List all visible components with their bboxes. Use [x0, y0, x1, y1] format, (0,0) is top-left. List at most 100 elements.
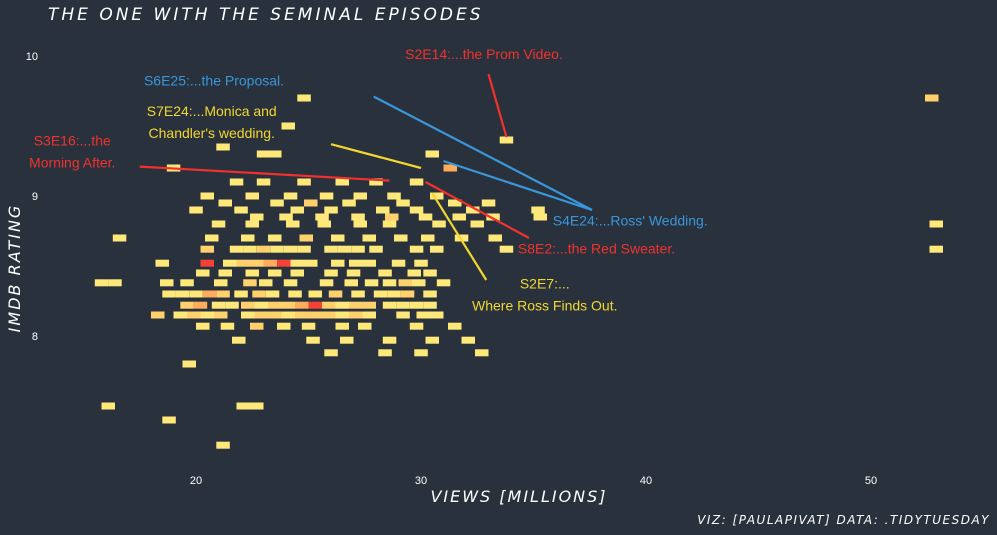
heatmap-cell — [279, 213, 293, 221]
annotation-line — [373, 95, 593, 211]
heatmap-cell — [254, 311, 268, 319]
heatmap-cell — [283, 245, 298, 253]
heatmap-cell — [349, 311, 363, 319]
heatmap-cell — [196, 322, 210, 330]
heatmap-cell — [214, 279, 228, 287]
heatmap-cell — [317, 220, 331, 228]
heatmap-cell — [277, 322, 291, 330]
heatmap-cell — [214, 311, 228, 319]
heatmap-cell — [218, 199, 232, 207]
heatmap-cell — [301, 322, 316, 330]
heatmap-cell — [421, 234, 435, 242]
heatmap-cell — [200, 245, 214, 253]
heatmap-cell — [466, 206, 480, 214]
heatmap-cell — [430, 192, 444, 200]
heatmap-cell — [297, 245, 311, 253]
heatmap-cell — [443, 164, 457, 172]
heatmap-cell — [189, 290, 203, 298]
heatmap-cell — [342, 199, 356, 207]
heatmap-cell — [324, 206, 338, 214]
heatmap-cell — [351, 290, 365, 298]
annotation-lines — [139, 73, 593, 281]
heatmap-cell — [299, 234, 313, 242]
annotation-line — [443, 159, 593, 212]
heatmap-cell — [407, 269, 421, 277]
heatmap-cell — [268, 269, 282, 277]
annotation-label: S6E25:...the Proposal. — [144, 72, 284, 88]
annotation-line — [431, 192, 488, 281]
x-tick-label: 30 — [415, 475, 427, 487]
heatmap-cell — [353, 220, 367, 228]
heatmap-cell — [425, 150, 439, 158]
heatmap-cell — [409, 206, 424, 214]
heatmap-cell — [263, 259, 277, 267]
y-axis-ticks: 8 9 10 — [26, 51, 38, 343]
heatmap-cell — [268, 150, 282, 158]
heatmap-cell — [160, 279, 174, 287]
heatmap-cell — [324, 269, 338, 277]
heatmap-cell — [351, 245, 365, 253]
heatmap-cell — [250, 213, 264, 221]
annotation-labels: S2E14:...the Prom Video. S6E25:...the Pro… — [29, 46, 708, 314]
heatmap-cell — [252, 290, 266, 298]
heatmap-cell — [256, 245, 271, 253]
heatmap-cell — [241, 301, 255, 309]
heatmap-cell — [335, 311, 349, 319]
heatmap-cell — [362, 311, 376, 319]
heatmap-cell — [243, 279, 257, 287]
heatmap-cell — [416, 311, 430, 319]
y-axis-title: IMDB RATING — [5, 204, 24, 333]
heatmap-cell — [452, 213, 466, 221]
heatmap-cell — [373, 290, 388, 298]
heatmap-cell — [430, 245, 444, 253]
heatmap-cell — [193, 301, 208, 309]
heatmap-cell — [112, 234, 127, 242]
heatmap-cell — [175, 290, 190, 298]
heatmap-cell — [290, 269, 304, 277]
heatmap-cell — [308, 290, 322, 298]
heatmap-cell — [155, 259, 169, 267]
heatmap-cell — [259, 279, 273, 287]
heatmap-cell — [331, 234, 345, 242]
heatmap-cell — [533, 213, 547, 221]
annotation-label: S4E24:...Ross' Wedding. — [553, 212, 708, 228]
annotation-line — [424, 181, 530, 239]
heatmap-cell — [324, 245, 338, 253]
heatmap-cell — [243, 245, 257, 253]
heatmap-cell — [362, 259, 376, 267]
heatmap-cell — [430, 311, 444, 319]
heatmap-cell — [297, 178, 311, 186]
heatmap-cell — [378, 269, 392, 277]
heatmap-cell — [256, 178, 271, 186]
heatmap-cell — [351, 213, 365, 221]
heatmap-cell — [295, 301, 309, 309]
heatmap-cell — [250, 322, 264, 330]
heatmap-cell — [414, 259, 428, 267]
heatmap-cell — [151, 311, 165, 319]
heatmap-cell — [216, 441, 230, 449]
annotation-label: S3E16:...the — [34, 133, 111, 149]
heatmap-cell — [308, 301, 322, 309]
heatmap-cell — [418, 213, 433, 221]
heatmap-cell — [499, 136, 514, 144]
heatmap-cell — [236, 259, 250, 267]
heatmap-cell — [216, 290, 230, 298]
y-tick-label: 8 — [32, 331, 38, 343]
heatmap-cell — [308, 311, 322, 319]
heatmap-cell — [268, 311, 282, 319]
heatmap-cell — [929, 220, 943, 228]
heatmap-cell — [304, 199, 318, 207]
heatmap-cell — [382, 220, 397, 228]
heatmap-cell — [398, 279, 412, 287]
heatmap-cell — [295, 311, 309, 319]
heatmap-cell — [387, 290, 401, 298]
heatmap-cell — [461, 336, 475, 344]
heatmap-cell — [391, 259, 406, 267]
heatmap-cell — [423, 269, 437, 277]
heatmap-cell — [376, 206, 390, 214]
heatmap-cell — [297, 94, 311, 102]
heatmap-cell — [396, 311, 410, 319]
annotation-label: Chandler's wedding. — [149, 125, 275, 141]
heatmap-cell — [369, 178, 383, 186]
x-axis-title: VIEWS [MILLIONS] — [430, 487, 607, 506]
